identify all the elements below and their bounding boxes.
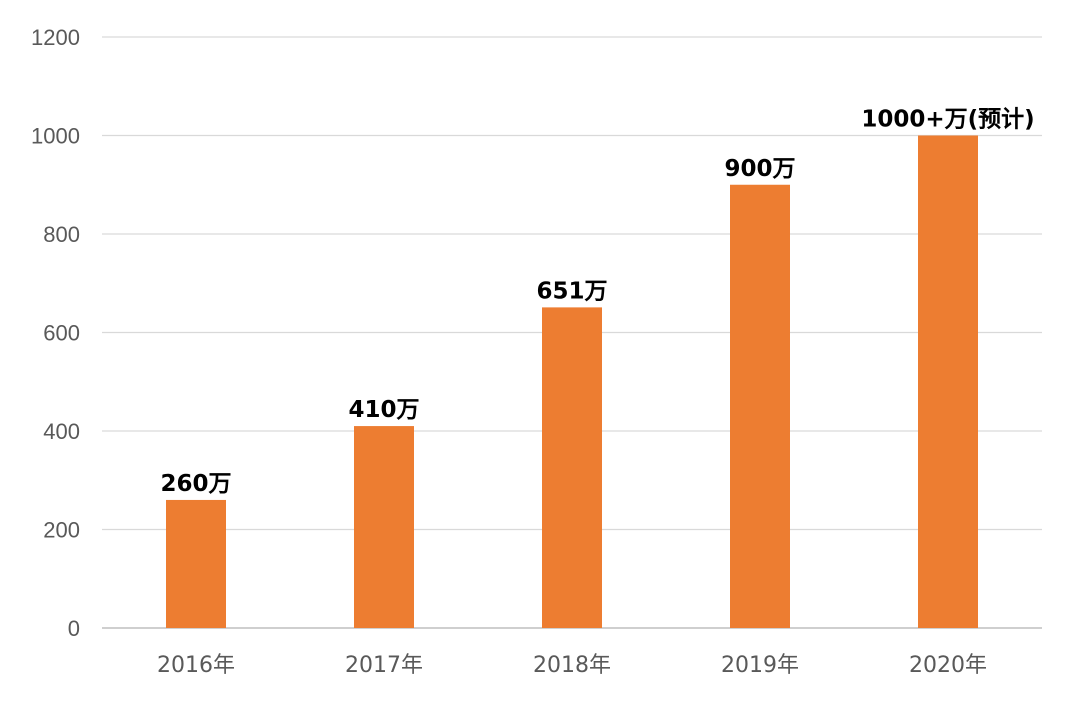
bar xyxy=(730,184,790,628)
y-axis-ticks: 0 200 400 600 800 1000 1200 xyxy=(31,25,80,641)
y-tick-label: 0 xyxy=(68,616,80,641)
data-label: 260万 xyxy=(160,471,231,497)
data-label: 1000+万(预计) xyxy=(861,107,1034,133)
data-label: 900万 xyxy=(724,156,795,182)
y-tick-label: 1200 xyxy=(31,25,80,50)
x-tick-label: 2019年 xyxy=(721,653,799,678)
bar xyxy=(918,135,978,628)
x-tick-label: 2020年 xyxy=(909,653,987,678)
y-tick-label: 200 xyxy=(43,518,80,543)
data-label: 651万 xyxy=(536,278,607,304)
x-axis-ticks: 2016年 2017年 2018年 2019年 2020年 xyxy=(157,653,987,678)
data-label: 410万 xyxy=(348,397,419,423)
y-tick-label: 400 xyxy=(43,419,80,444)
data-labels: 260万 410万 651万 900万 1000+万(预计) xyxy=(160,107,1034,497)
y-tick-label: 600 xyxy=(43,321,80,346)
bar xyxy=(166,499,226,628)
bar xyxy=(542,307,602,628)
bars xyxy=(166,135,978,628)
x-tick-label: 2016年 xyxy=(157,653,235,678)
y-tick-label: 800 xyxy=(43,222,80,247)
x-tick-label: 2018年 xyxy=(533,653,611,678)
bar xyxy=(354,426,414,628)
y-tick-label: 1000 xyxy=(31,124,80,149)
x-tick-label: 2017年 xyxy=(345,653,423,678)
